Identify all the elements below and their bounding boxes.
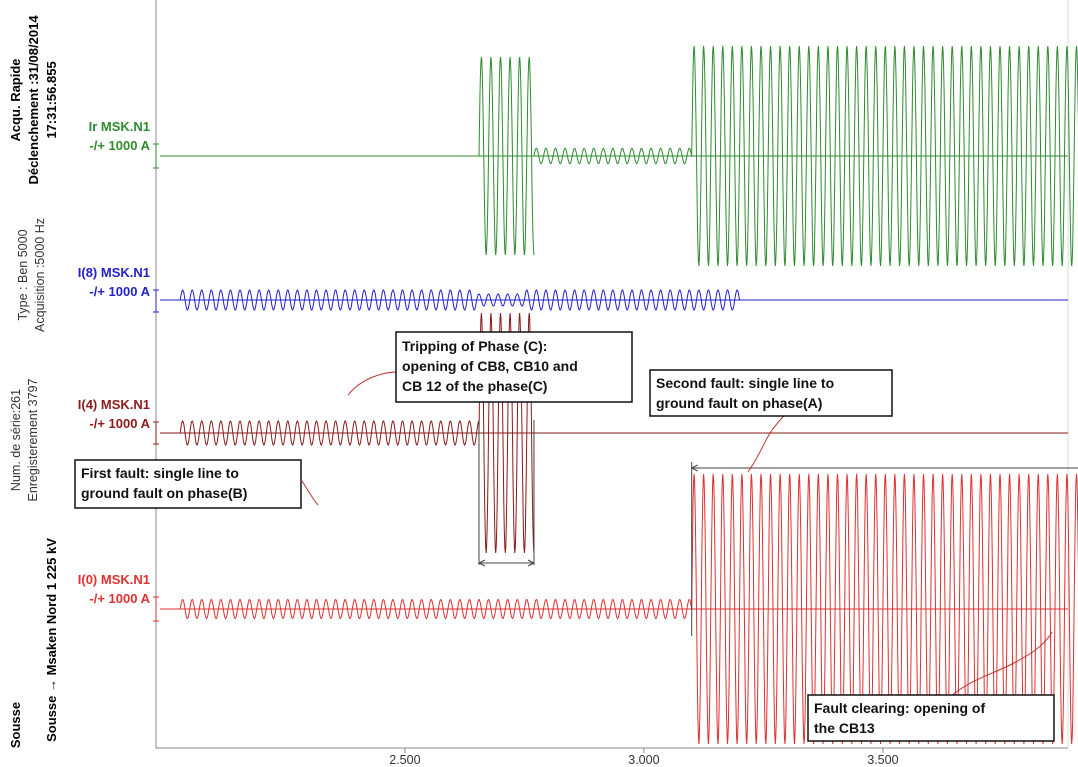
channel-trace-1 [160, 289, 1068, 311]
annotation-first-fault: First fault: single line to ground fault… [74, 459, 302, 509]
type-label: Type : Ben 5000 [16, 229, 30, 320]
channel-scale-i4: -/+ 1000 A [89, 416, 150, 431]
channel-1-segment-2 [523, 289, 740, 311]
line-label: Sousse → Msaken Nord 1 225 kV [44, 538, 59, 742]
station-label: Sousse [8, 702, 23, 748]
scale-bracket-i0 [153, 596, 159, 622]
annotation-second-fault-line-1: Second fault: single line to [656, 375, 834, 391]
x-tick-label-2: 3.500 [867, 753, 898, 767]
serial-label: Num. de série:261 [9, 389, 23, 491]
channel-3-segment-1 [691, 473, 1078, 745]
annotation-box-tripping [395, 331, 633, 403]
interval-second-fault-duration [691, 462, 1078, 636]
annotation-box-second-fault [649, 369, 893, 417]
x-tick-label-1: 3.000 [628, 753, 659, 767]
channel-0-segment-0 [478, 56, 535, 256]
annotation-tripping-line-1: Tripping of Phase (C): [402, 338, 547, 354]
annotation-tripping-line-3: CB 12 of the phase(C) [402, 378, 547, 394]
annotation-second-fault-line-2: ground fault on phase(A) [656, 395, 822, 411]
channel-scale-ir: -/+ 1000 A [89, 138, 150, 153]
acquisition-label: Acquisition :5000 Hz [33, 218, 47, 332]
channel-name-i0: I(0) MSK.N1 [78, 572, 150, 587]
channel-1-segment-0 [179, 289, 478, 311]
channel-name-i4: I(4) MSK.N1 [78, 397, 150, 412]
scale-bracket-i4 [153, 421, 159, 445]
interval-markers [478, 420, 1078, 636]
interval-first-fault-duration [478, 420, 535, 567]
channel-3-segment-0 [179, 598, 693, 620]
channel-trace-0 [160, 45, 1078, 267]
waveforms [160, 45, 1078, 745]
trigger-date-label: Déclenchement :31/08/2014 [26, 15, 41, 185]
annotation-box-clearing [807, 694, 1055, 742]
annotation-tripping-line-2: opening of CB8, CB10 and [402, 358, 578, 374]
annotation-clearing-line-1: Fault clearing: opening of [814, 700, 985, 716]
channel-name-ir: Ir MSK.N1 [89, 119, 150, 134]
channel-trace-3 [160, 473, 1078, 745]
annotation-first-fault-line-2: ground fault on phase(B) [81, 485, 247, 501]
side-labels: Acqu. Rapide Déclenchement :31/08/2014 1… [8, 15, 59, 748]
channel-labels: Ir MSK.N1 -/+ 1000 A I(8) MSK.N1 -/+ 100… [78, 119, 151, 606]
channel-0-segment-2 [691, 45, 1078, 267]
connector-clearing [949, 631, 1053, 698]
annotation-second-fault: Second fault: single line to ground faul… [649, 369, 893, 417]
channel-trace-2 [160, 312, 1068, 554]
annotation-clearing: Fault clearing: opening of the CB13 [807, 694, 1055, 742]
connector-second-fault [747, 407, 799, 473]
channel-scale-i0: -/+ 1000 A [89, 591, 150, 606]
channel-0-segment-1 [533, 147, 693, 165]
annotation-tripping: Tripping of Phase (C): opening of CB8, C… [395, 331, 633, 403]
channel-name-i8: I(8) MSK.N1 [78, 265, 150, 280]
scale-bracket-i8 [153, 289, 159, 313]
acq-mode-label: Acqu. Rapide [8, 58, 23, 141]
channel-1-segment-1 [476, 293, 525, 307]
scale-brackets [153, 143, 159, 622]
channel-2-segment-0 [179, 420, 480, 446]
x-tick-label-0: 2.500 [389, 753, 420, 767]
connector-first-fault [301, 480, 319, 506]
annotation-clearing-line-2: the CB13 [814, 720, 875, 736]
annotation-box-first-fault [74, 459, 302, 509]
annotation-first-fault-line-1: First fault: single line to [81, 465, 239, 481]
scale-bracket-ir [153, 143, 159, 169]
channel-2-segment-1 [478, 312, 535, 554]
record-label: Enregisterement 3797 [26, 378, 40, 501]
channel-scale-i8: -/+ 1000 A [89, 284, 150, 299]
trigger-time-label: 17:31:56.855 [44, 61, 59, 138]
connector-tripping [347, 371, 399, 396]
